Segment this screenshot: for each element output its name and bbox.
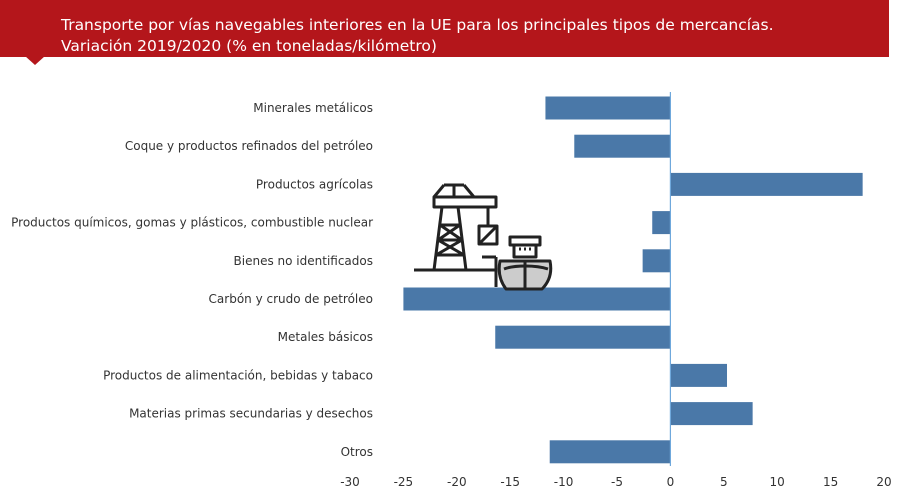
- x-tick-label: 5: [720, 475, 728, 489]
- chart-title-line1: Transporte por vías navegables interiore…: [61, 16, 774, 34]
- title-banner-tail: [25, 56, 45, 65]
- category-labels: Minerales metálicos Coque y productos ref…: [11, 101, 373, 459]
- category-label: Productos de alimentación, bebidas y tab…: [103, 368, 373, 382]
- category-label: Productos químicos, gomas y plásticos, c…: [11, 216, 373, 230]
- x-tick-label: -20: [447, 475, 467, 489]
- category-label: Metales básicos: [278, 330, 373, 344]
- bar-4: [642, 249, 671, 273]
- category-label: Minerales metálicos: [253, 101, 373, 115]
- category-label: Productos agrícolas: [256, 177, 373, 191]
- category-label: Coque y productos refinados del petróleo: [125, 139, 373, 153]
- x-axis-tick-labels: -30 -25 -20 -15 -10 -5 0 5 10 15 20: [340, 475, 891, 489]
- x-tick-label: 0: [667, 475, 675, 489]
- bar-5: [403, 287, 671, 311]
- bar-2: [670, 172, 863, 196]
- x-tick-label: -15: [500, 475, 520, 489]
- x-tick-label: 10: [770, 475, 785, 489]
- bar-1: [574, 134, 671, 158]
- x-tick-label: 20: [876, 475, 891, 489]
- chart-title: Transporte por vías navegables interiore…: [61, 15, 881, 57]
- bar-6: [495, 325, 671, 349]
- bars-layer: [403, 96, 863, 464]
- bar-0: [545, 96, 671, 120]
- title-banner: [0, 0, 889, 57]
- bar-3: [652, 211, 671, 235]
- x-tick-label: 15: [823, 475, 838, 489]
- x-tick-label: -30: [340, 475, 360, 489]
- category-label: Otros: [341, 445, 373, 459]
- port-crane-and-ship-icon: [414, 183, 553, 291]
- category-label: Bienes no identificados: [234, 254, 373, 268]
- bar-8: [670, 402, 753, 426]
- category-label: Materias primas secundarias y desechos: [129, 407, 373, 421]
- bar-9: [549, 440, 671, 464]
- chart-title-line2: Variación 2019/2020 (% en toneladas/kiló…: [61, 37, 437, 55]
- x-tick-label: -5: [611, 475, 623, 489]
- category-label: Carbón y crudo de petróleo: [209, 292, 373, 306]
- bar-7: [670, 363, 728, 387]
- x-tick-label: -25: [394, 475, 414, 489]
- x-tick-label: -10: [554, 475, 574, 489]
